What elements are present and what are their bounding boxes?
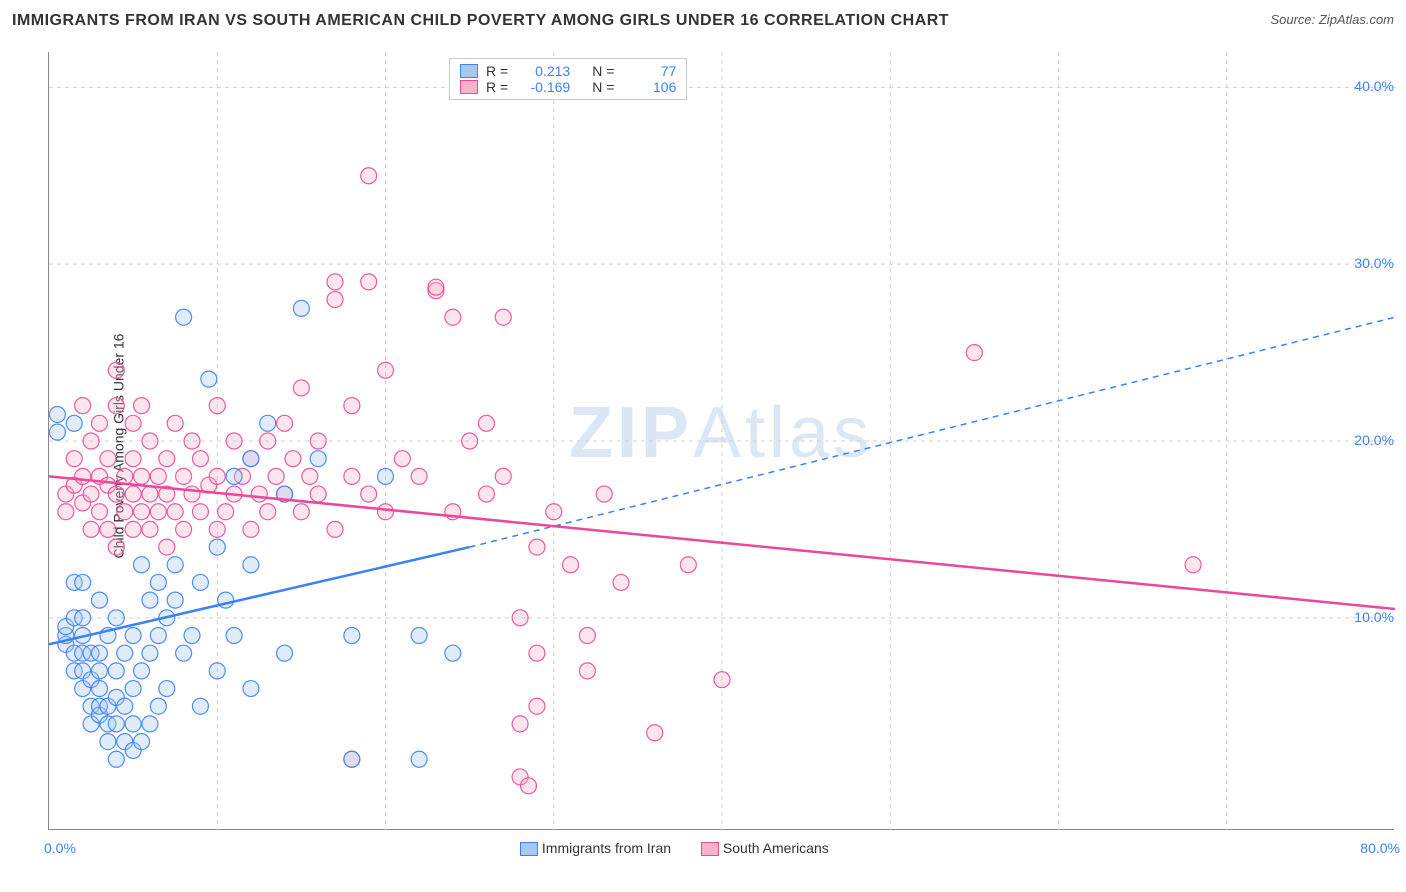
r-label: R =: [486, 63, 508, 79]
x-tick-label: 80.0%: [1360, 840, 1400, 856]
legend-item-iran: Immigrants from Iran: [520, 840, 671, 856]
legend-label-iran: Immigrants from Iran: [542, 840, 671, 856]
chart-title: IMMIGRANTS FROM IRAN VS SOUTH AMERICAN C…: [12, 12, 949, 30]
legend-label-sa: South Americans: [723, 840, 829, 856]
source-label: Source: ZipAtlas.com: [1270, 12, 1394, 27]
legend-swatch-sa: [701, 842, 719, 856]
y-tick-label: 20.0%: [1354, 432, 1394, 448]
n-value-iran: 77: [628, 63, 676, 79]
y-tick-label: 40.0%: [1354, 78, 1394, 94]
legend-swatch-sa: [460, 80, 478, 94]
r-value-iran: 0.213: [522, 63, 570, 79]
n-label: N =: [592, 79, 614, 95]
legend-row: R = 0.213 N = 77: [460, 63, 676, 79]
legend-swatch-iran: [520, 842, 538, 856]
correlation-legend: R = 0.213 N = 77 R = -0.169 N = 106: [449, 58, 687, 100]
r-value-sa: -0.169: [522, 79, 570, 95]
x-tick-label: 0.0%: [44, 840, 76, 856]
series-legend: Immigrants from Iran South Americans: [520, 840, 829, 856]
legend-item-sa: South Americans: [701, 840, 829, 856]
legend-swatch-iran: [460, 64, 478, 78]
y-tick-label: 10.0%: [1354, 609, 1394, 625]
plot-area: ZIPAtlas R = 0.213 N = 77 R = -0.169 N =…: [48, 52, 1394, 830]
r-label: R =: [486, 79, 508, 95]
n-label: N =: [592, 63, 614, 79]
y-tick-label: 30.0%: [1354, 255, 1394, 271]
chart-frame: IMMIGRANTS FROM IRAN VS SOUTH AMERICAN C…: [0, 0, 1406, 892]
n-value-sa: 106: [628, 79, 676, 95]
legend-row: R = -0.169 N = 106: [460, 79, 676, 95]
plot-svg: [49, 52, 1395, 830]
